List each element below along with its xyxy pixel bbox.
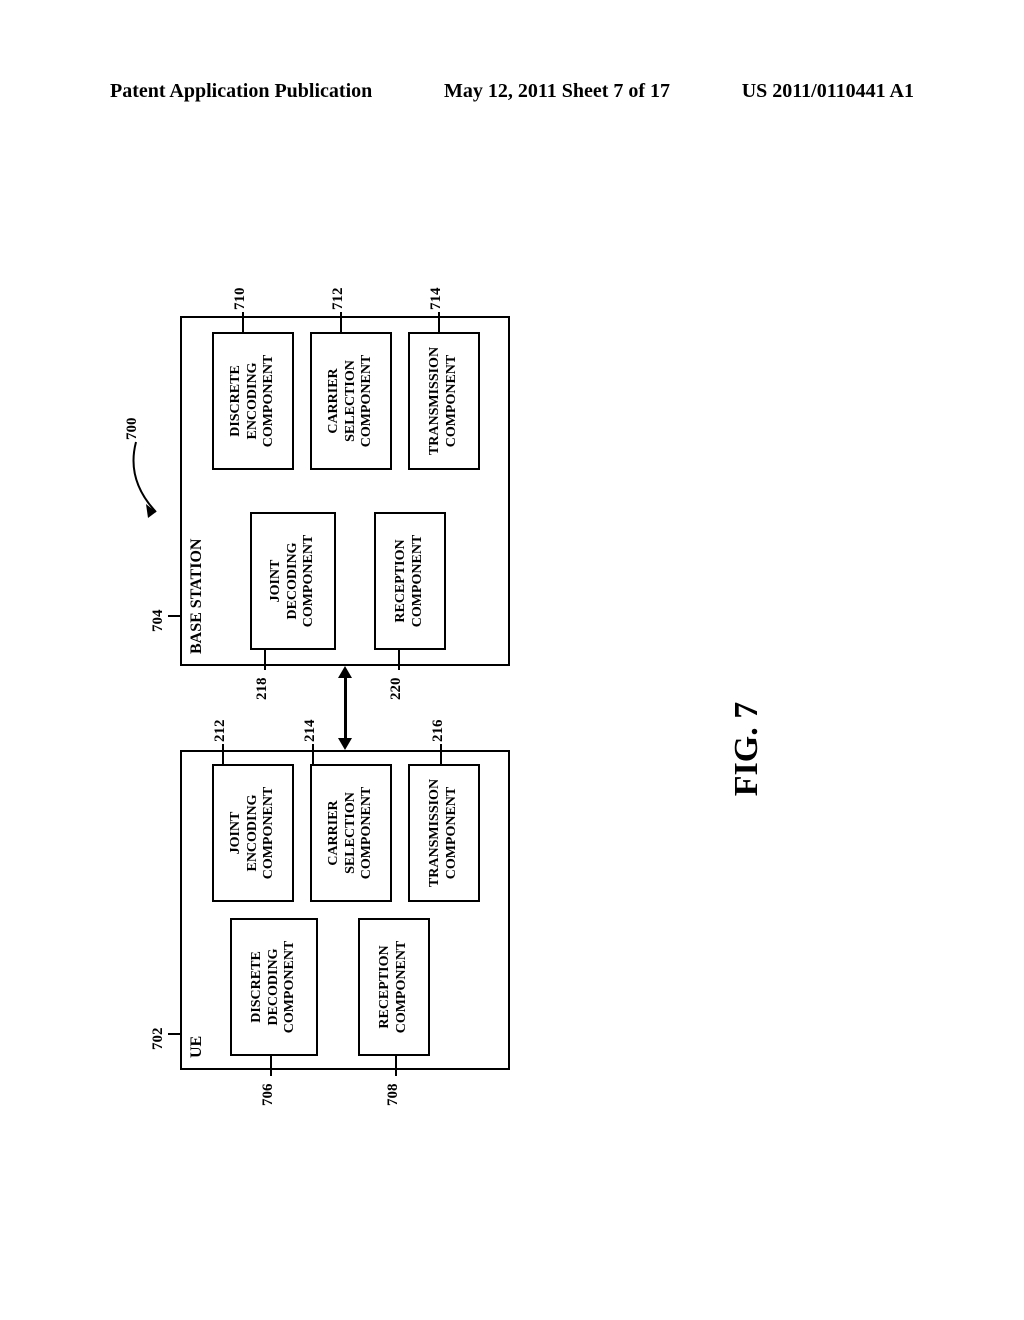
lead-216: [440, 744, 442, 764]
header-left: Patent Application Publication: [110, 80, 372, 103]
system-ref-label: 700: [124, 418, 141, 441]
lead-706: [270, 1056, 272, 1076]
ue-transmission-box: TRANSMISSION COMPONENT: [408, 764, 480, 902]
link-arrow-line: [344, 678, 347, 738]
bs-discrete-encoding-box: DISCRETE ENCODING COMPONENT: [212, 332, 294, 470]
link-arrow-head-left: [338, 738, 352, 750]
bs-reception-box: RECEPTION COMPONENT: [374, 512, 446, 650]
bs-ref-label: 704: [150, 610, 167, 633]
bs-joint-decoding-box: JOINT DECODING COMPONENT: [250, 512, 336, 650]
page-header: Patent Application Publication May 12, 2…: [0, 80, 1024, 103]
bs-reception-ref: 220: [388, 678, 405, 701]
ue-carrier-selection-box: CARRIER SELECTION COMPONENT: [310, 764, 392, 902]
diagram-container: 700 UE 702 DISCRETE DECODING COMPONENT 7…: [70, 370, 830, 1010]
lead-218: [264, 650, 266, 670]
lead-712: [340, 312, 342, 332]
bs-title: BASE STATION: [188, 539, 206, 654]
lead-714: [438, 312, 440, 332]
lead-220: [398, 650, 400, 670]
diagram-canvas: 700 UE 702 DISCRETE DECODING COMPONENT 7…: [130, 310, 770, 1070]
ue-transmission-ref: 216: [430, 720, 447, 743]
ue-joint-encoding-box: JOINT ENCODING COMPONENT: [212, 764, 294, 902]
bs-transmission-ref: 714: [428, 288, 445, 311]
bs-joint-decoding-ref: 218: [254, 678, 271, 701]
bs-ref-lead: [168, 615, 180, 617]
bs-carrier-selection-ref: 712: [330, 288, 347, 311]
bs-carrier-selection-box: CARRIER SELECTION COMPONENT: [310, 332, 392, 470]
ue-reception-ref: 708: [385, 1084, 402, 1107]
bs-discrete-encoding-ref: 710: [232, 288, 249, 311]
lead-212: [222, 744, 224, 764]
ue-discrete-decoding-ref: 706: [260, 1084, 277, 1107]
ue-discrete-decoding-box: DISCRETE DECODING COMPONENT: [230, 918, 318, 1056]
link-arrow-head-right: [338, 666, 352, 678]
ue-title: UE: [188, 1036, 206, 1058]
ue-reception-box: RECEPTION COMPONENT: [358, 918, 430, 1056]
lead-708: [395, 1056, 397, 1076]
header-right: US 2011/0110441 A1: [742, 80, 914, 103]
system-ref-arrow: [126, 440, 166, 520]
ue-ref-lead: [168, 1033, 180, 1035]
lead-214: [312, 744, 314, 764]
header-center: May 12, 2011 Sheet 7 of 17: [444, 80, 670, 103]
lead-710: [242, 312, 244, 332]
bs-transmission-box: TRANSMISSION COMPONENT: [408, 332, 480, 470]
ue-carrier-selection-ref: 214: [302, 720, 319, 743]
ue-ref-label: 702: [150, 1028, 167, 1051]
ue-joint-encoding-ref: 212: [212, 720, 229, 743]
